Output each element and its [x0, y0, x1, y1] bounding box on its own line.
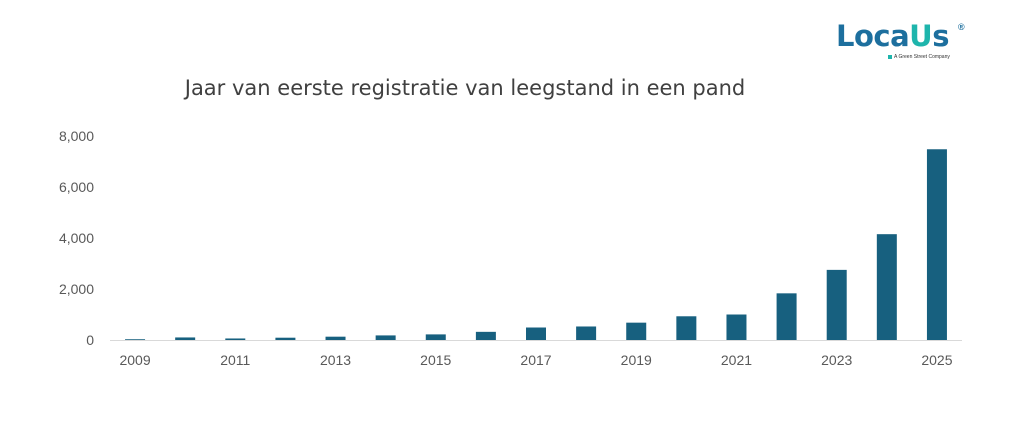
x-tick-label: 2023	[821, 352, 852, 368]
chart-title: Jaar van eerste registratie van leegstan…	[183, 76, 746, 100]
bar-2010	[175, 337, 196, 340]
bar-2014	[375, 335, 396, 340]
bar-2017	[526, 327, 546, 340]
logo-wordmark: LocaUs	[836, 20, 976, 52]
bar-2021	[726, 314, 747, 340]
x-tick-label: 2021	[721, 352, 752, 368]
bar-2024	[876, 234, 897, 340]
bar-2015	[425, 334, 446, 340]
x-axis: 2009 2011 2013 2015 2017 2019 2021 2023 2025	[119, 352, 952, 368]
logo-tagline: A Green Street Company	[888, 54, 950, 60]
y-axis: 0 2,000 4,000 6,000 8,000	[59, 128, 94, 348]
bar-2023	[826, 269, 847, 340]
bar-2011	[225, 338, 246, 340]
logo-word-tail: s	[932, 19, 949, 53]
y-tick-label: 0	[86, 332, 94, 348]
logo-word-accent: U	[909, 19, 933, 53]
bar-2012	[275, 337, 296, 340]
y-tick-label: 4,000	[59, 230, 94, 246]
logo-word-main: Loca	[836, 19, 910, 53]
x-tick-label: 2019	[621, 352, 652, 368]
bar-2020	[676, 316, 697, 340]
locatus-logo: LocaUs ® A Green Street Company	[836, 20, 976, 64]
bar-2009	[125, 339, 146, 340]
bar-2022	[776, 293, 797, 340]
y-tick-label: 2,000	[59, 281, 94, 297]
x-tick-label: 2011	[220, 352, 250, 368]
logo-registered-mark: ®	[958, 22, 965, 32]
bar-2013	[325, 336, 346, 340]
x-tick-label: 2015	[420, 352, 451, 368]
bar-2019	[626, 322, 647, 340]
bar-2025	[926, 149, 947, 340]
bar-series	[125, 149, 947, 340]
x-tick-label: 2013	[320, 352, 351, 368]
x-tick-label: 2025	[921, 352, 952, 368]
x-tick-label: 2009	[119, 352, 150, 368]
y-tick-label: 8,000	[59, 128, 94, 144]
bar-2016	[475, 331, 496, 340]
x-tick-label: 2017	[520, 352, 551, 368]
y-tick-label: 6,000	[59, 179, 94, 195]
bar-2018	[576, 326, 597, 340]
